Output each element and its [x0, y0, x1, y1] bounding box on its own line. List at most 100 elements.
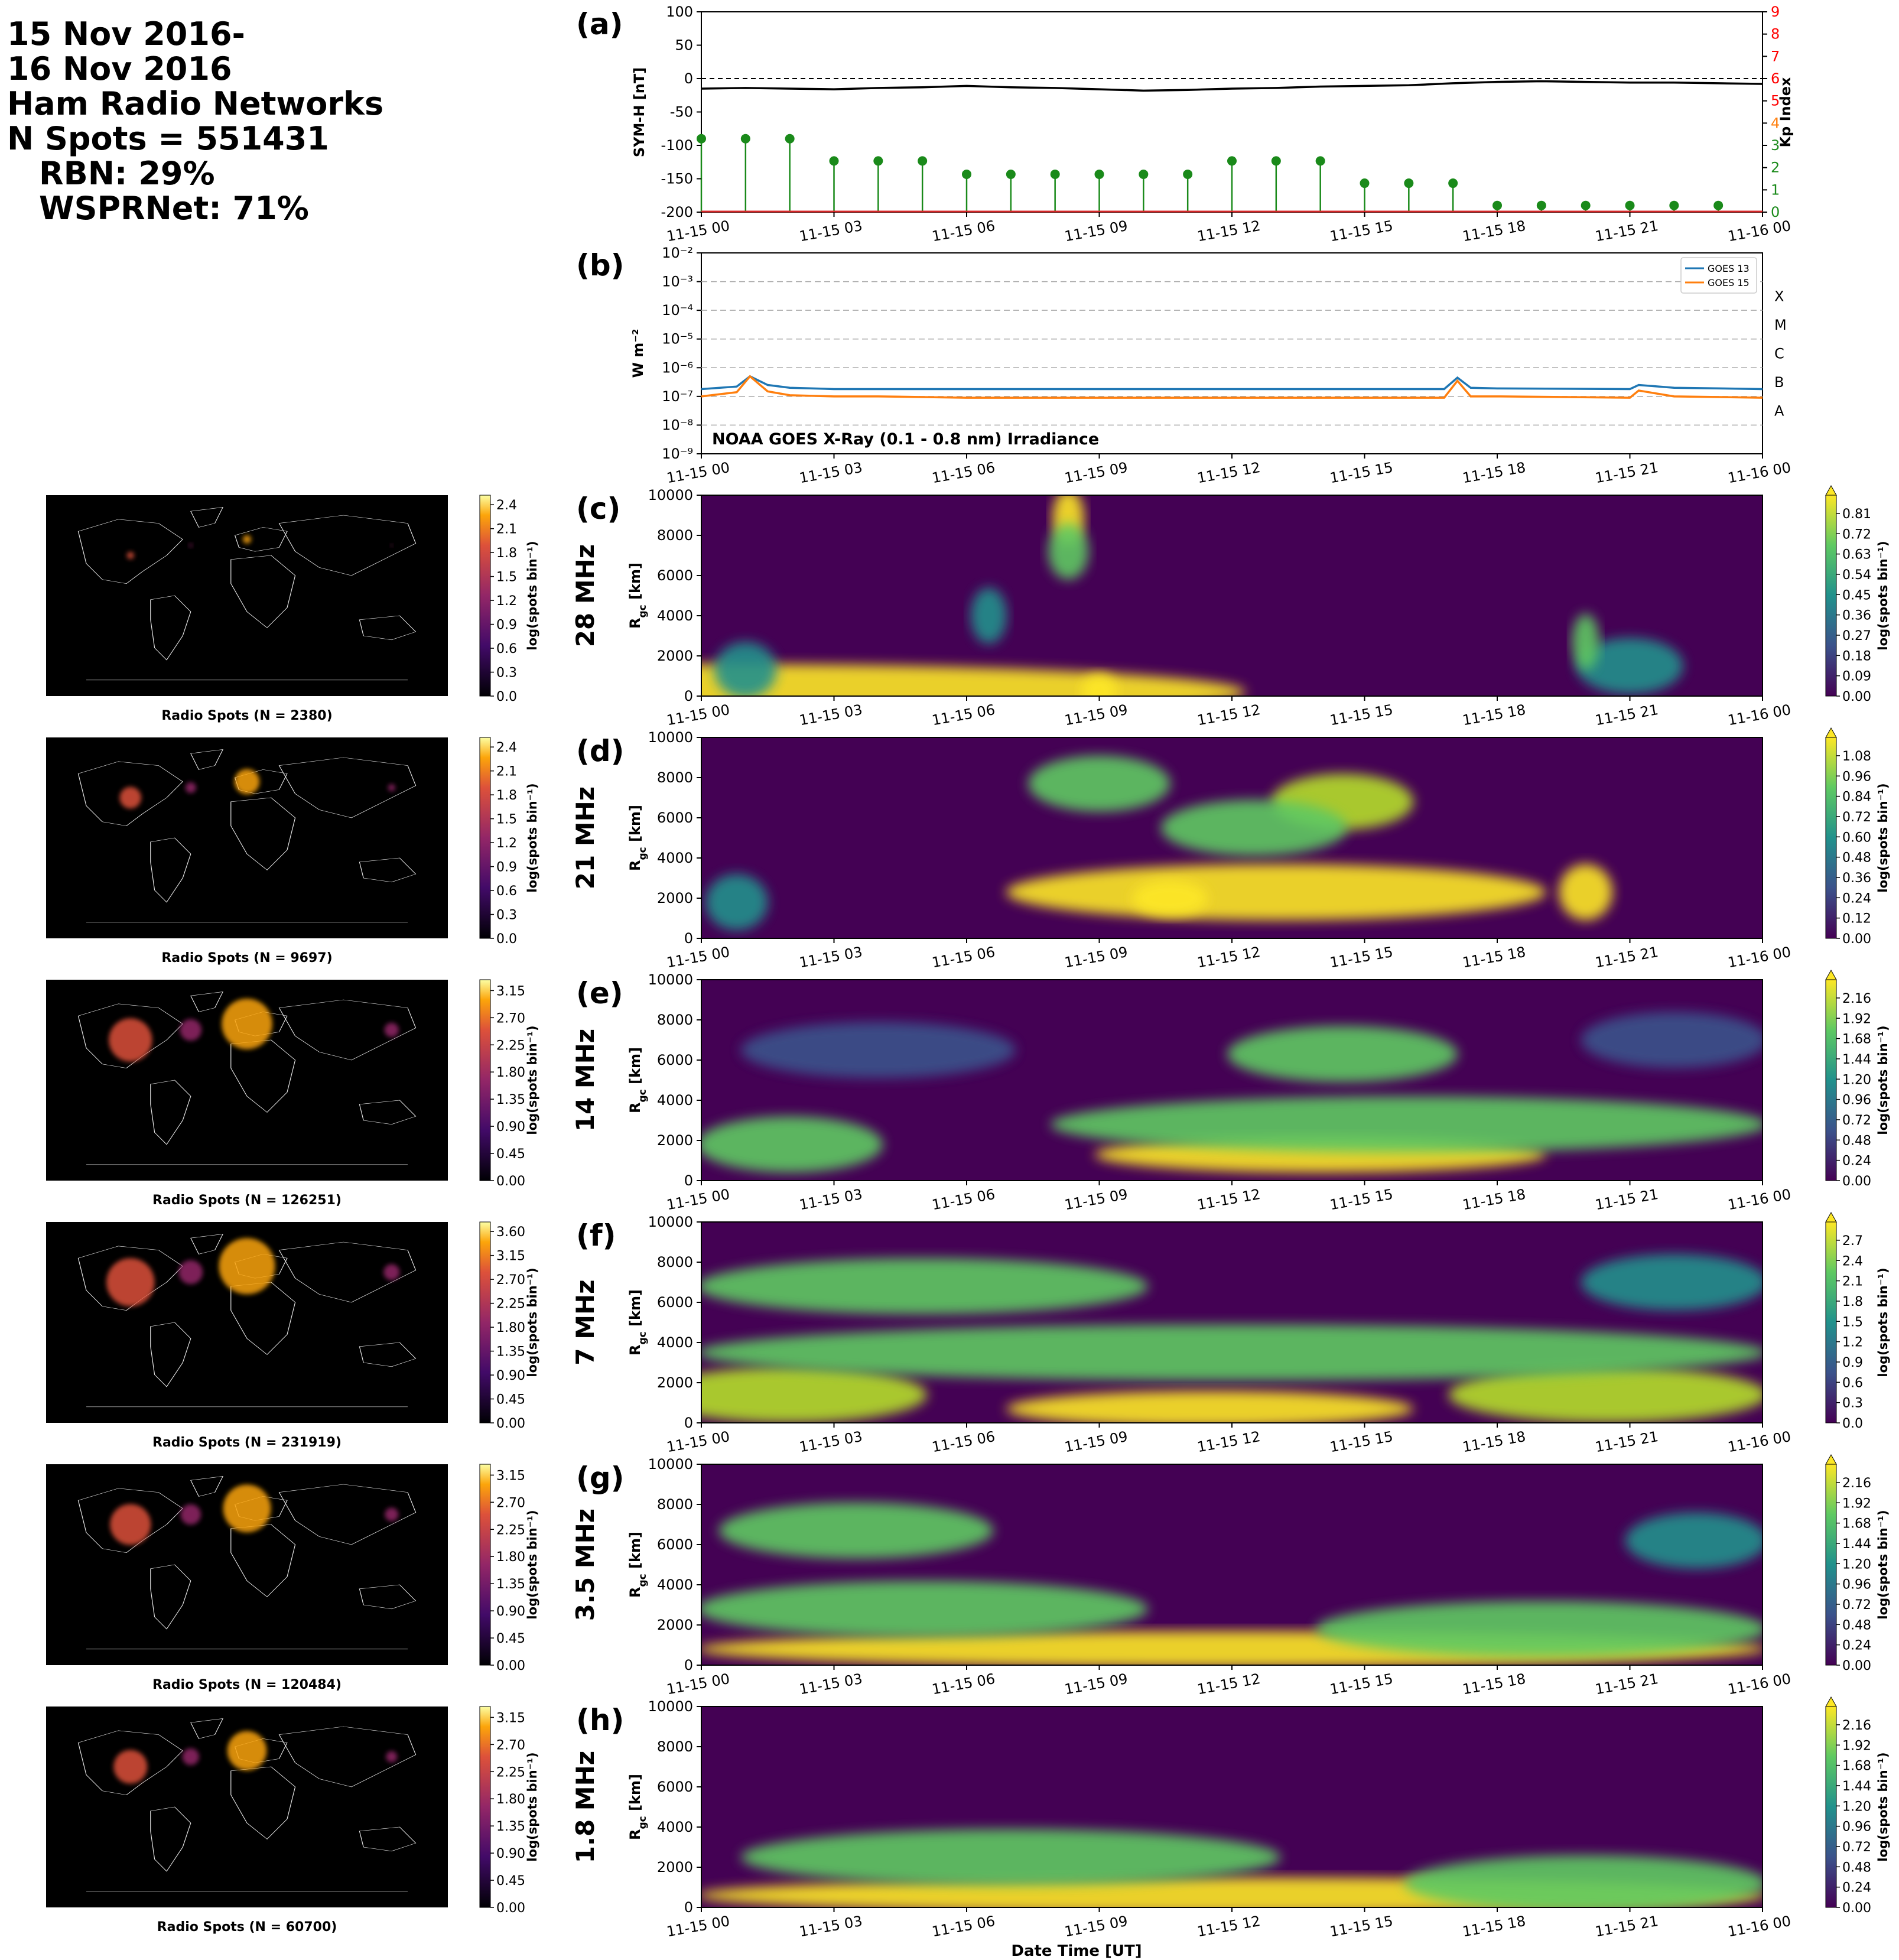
x-tick-label: 11-15 21 — [1594, 1913, 1660, 1940]
y-tick-label: 100 — [666, 4, 693, 20]
x-tick-label: 11-16 00 — [1726, 1913, 1792, 1940]
y-axis-label-sub: gc — [637, 1574, 649, 1587]
map-coastline — [190, 1233, 224, 1254]
panel-label: (g) — [576, 1461, 625, 1495]
kp-marker — [1183, 169, 1193, 179]
colorbar-tick-label: 3.60 — [496, 1225, 525, 1240]
colorbar-tick-label: 0.90 — [496, 1604, 525, 1619]
colorbar-tick-label: 1.20 — [1842, 1557, 1871, 1572]
colorbar-tick-label: 0.48 — [1842, 1133, 1871, 1148]
colorbar-tick-label: 2.4 — [496, 740, 517, 755]
goes-annotation: NOAA GOES X-Ray (0.1 - 0.8 nm) Irradianc… — [712, 430, 1099, 448]
map-colorbar-label: log(spots bin⁻¹) — [525, 1510, 539, 1619]
density-blob — [1160, 799, 1348, 856]
colorbar-tick-label: 0.48 — [1842, 851, 1871, 866]
x-tick-label: 11-15 03 — [798, 1670, 864, 1698]
colorbar-tick-label: 0.45 — [1842, 588, 1871, 603]
density-blob — [1572, 613, 1599, 670]
y-tick-label: 10000 — [648, 1456, 693, 1473]
y-tick-label: 6000 — [657, 567, 693, 584]
y-axis-label-unit: [km] — [627, 563, 643, 604]
colorbar-tick-label: 2.16 — [1842, 1718, 1871, 1733]
x-tick-label: 11-16 00 — [1726, 217, 1792, 245]
y-tick-label: 10000 — [648, 487, 693, 503]
y-tick-label: 8000 — [657, 1254, 693, 1270]
x-tick-label: 11-15 12 — [1196, 1428, 1261, 1455]
x-tick-label: 11-15 03 — [798, 459, 864, 486]
legend: GOES 13 GOES 15 — [1680, 257, 1757, 294]
map-coastline — [150, 1564, 191, 1630]
x-tick-label: 11-15 18 — [1461, 459, 1527, 486]
panel-label: (a) — [576, 7, 623, 41]
heatmap-colorbar — [1825, 979, 1837, 1181]
map-coastline — [230, 1766, 296, 1840]
y-tick-label: 0 — [684, 1415, 693, 1431]
map-coastline — [150, 1806, 191, 1872]
x-tick-label: 11-16 00 — [1726, 459, 1792, 486]
map-spot-density — [119, 786, 142, 809]
heatmap-density — [701, 1502, 1763, 1665]
colorbar-tick-label: 0.48 — [1842, 1618, 1871, 1633]
map-spot-density — [188, 543, 193, 548]
map-caption: Radio Spots (N = 231919) — [152, 1435, 342, 1450]
map-spot-density — [178, 1260, 203, 1285]
density-blob — [1448, 1366, 1763, 1423]
kp-marker — [1669, 200, 1679, 210]
x-tick-label: 11-15 21 — [1594, 1670, 1660, 1698]
x-tick-label: 11-15 09 — [1064, 217, 1129, 245]
kp-tick-label: 7 — [1771, 48, 1780, 64]
y-tick-label: 4000 — [657, 607, 693, 624]
colorbar-tick-label: 0.36 — [1842, 609, 1871, 623]
y-tick-label: 0 — [684, 930, 693, 947]
colorbar-tick-label: 2.4 — [496, 498, 517, 513]
x-tick-label: 11-15 06 — [931, 1428, 996, 1455]
x-tick-label: 11-15 15 — [1329, 1913, 1394, 1940]
colorbar-tick-label: 0.0 — [1842, 1416, 1863, 1431]
x-tick-label: 11-15 09 — [1064, 944, 1129, 971]
map-background — [46, 495, 448, 696]
flare-class-label: M — [1774, 317, 1787, 333]
x-tick-label: 11-15 00 — [665, 944, 731, 971]
colorbar-tick-label: 0.00 — [1842, 1659, 1871, 1673]
density-blob — [1048, 523, 1089, 580]
heatmap — [701, 1464, 1763, 1666]
map-colorbar — [479, 495, 491, 697]
colorbar-tick-label: 0.60 — [1842, 830, 1871, 845]
y-tick-label: 10⁻⁷ — [662, 388, 693, 405]
map-coastline — [190, 749, 224, 770]
heatmap-colorbar — [1825, 495, 1837, 697]
y-tick-label: 2000 — [657, 1132, 693, 1149]
map-coastline — [77, 1488, 183, 1553]
colorbar-tick-label: 0.27 — [1842, 629, 1871, 643]
heatmap — [701, 1221, 1763, 1423]
x-tick-label: 11-15 15 — [1329, 1428, 1394, 1455]
map-coastline — [150, 1080, 191, 1145]
density-blob — [1028, 755, 1170, 812]
kp-marker — [1536, 200, 1546, 210]
map-coastline — [230, 1039, 296, 1113]
colorbar-tick-label: 0.36 — [1842, 871, 1871, 886]
heatmap-density — [701, 1012, 1763, 1173]
x-tick-label: 11-15 18 — [1461, 1913, 1527, 1940]
map-coastline — [230, 1282, 296, 1356]
colorbar-tick-label: 0.90 — [496, 1847, 525, 1861]
y-axis-label: Rgc [km] — [627, 1532, 649, 1598]
header-line: RBN: 29% — [39, 155, 215, 192]
x-tick-label: 11-15 21 — [1594, 217, 1660, 245]
x-tick-label: 11-15 12 — [1196, 944, 1261, 971]
y-tick-label: 4000 — [657, 1092, 693, 1109]
x-tick-label: 11-15 06 — [931, 217, 996, 245]
colorbar-tick-label: 1.8 — [496, 788, 517, 803]
flare-class-label: A — [1774, 403, 1784, 420]
colorbar-tick-label: 0.3 — [496, 908, 517, 923]
y-tick-label: 6000 — [657, 1536, 693, 1553]
x-tick-label: 11-15 21 — [1594, 1186, 1660, 1213]
map-coastline — [230, 555, 296, 629]
goes-series-line — [701, 375, 1763, 391]
colorbar-tick-label: 0.90 — [496, 1120, 525, 1135]
x-tick-label: 11-16 00 — [1726, 944, 1792, 971]
map-coastline — [77, 761, 183, 826]
colorbar-tick-label: 2.25 — [496, 1038, 525, 1053]
y-tick-label: 0 — [684, 1657, 693, 1673]
x-tick-label: 11-15 21 — [1594, 1428, 1660, 1455]
